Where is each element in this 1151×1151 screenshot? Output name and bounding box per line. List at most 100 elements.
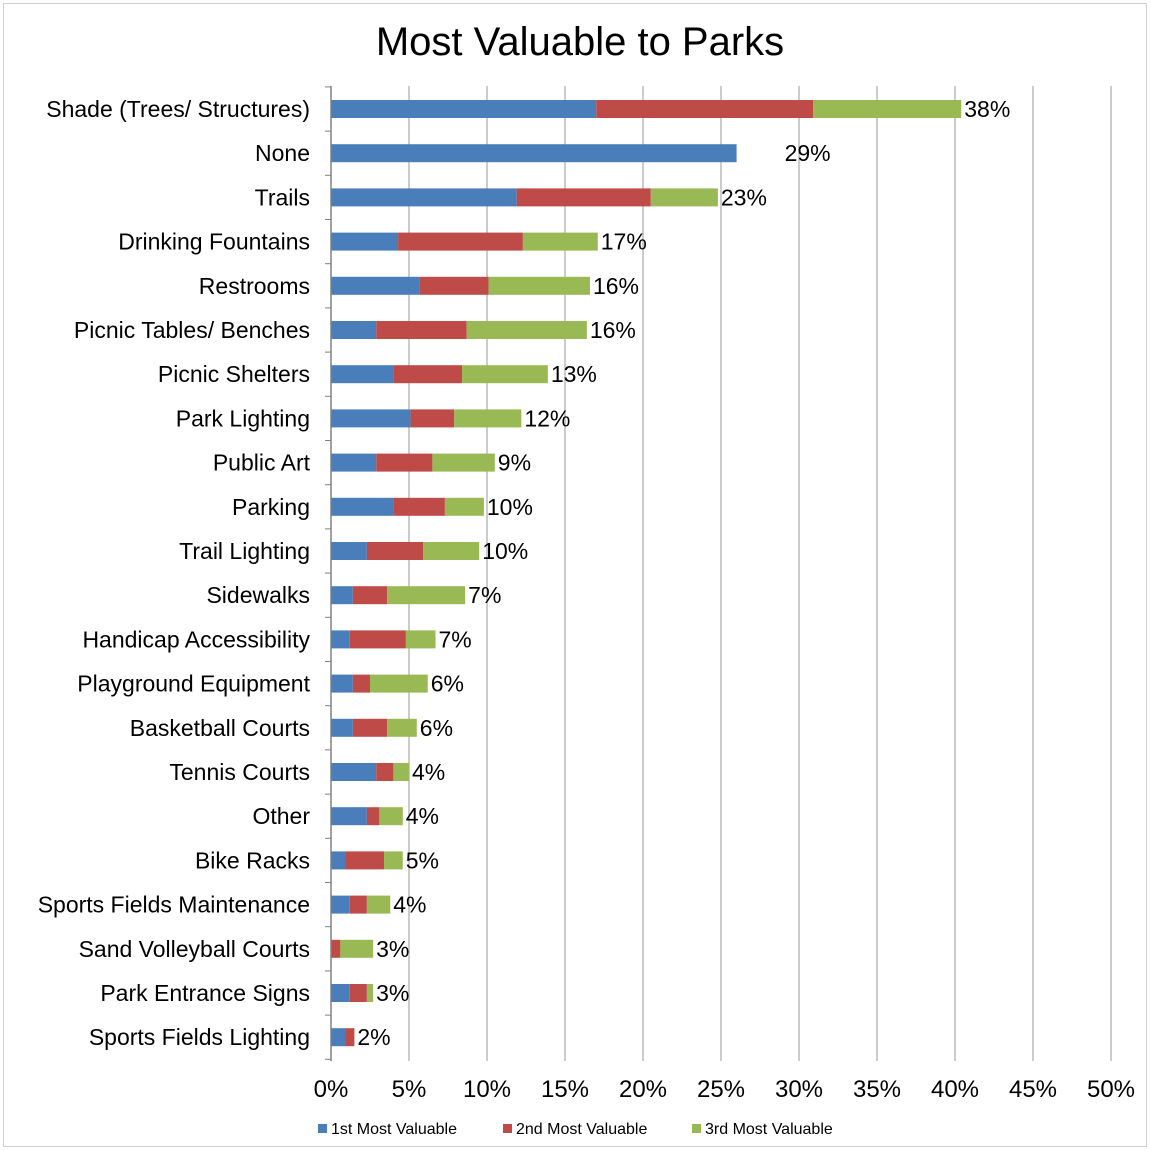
bar-segment-3 xyxy=(366,895,391,914)
bar-segment-3 xyxy=(444,497,484,516)
bar-segment-2 xyxy=(352,586,388,605)
category-label: Picnic Shelters xyxy=(158,361,310,387)
category-label: Playground Equipment xyxy=(77,671,310,697)
x-tick-label: 25% xyxy=(697,1076,745,1103)
bar-segment-1 xyxy=(331,453,377,472)
data-label: 13% xyxy=(551,361,597,387)
category-label: Park Entrance Signs xyxy=(100,980,310,1006)
bar-segment-1 xyxy=(331,1028,346,1047)
x-tick-label: 40% xyxy=(931,1076,979,1103)
data-label: 16% xyxy=(593,273,639,299)
category-label: Parking xyxy=(232,494,310,520)
bar-segment-3 xyxy=(813,100,962,118)
x-tick-label: 15% xyxy=(541,1076,589,1103)
bar-segment-1 xyxy=(331,542,367,560)
bar-segment-3 xyxy=(379,807,403,826)
data-label: 4% xyxy=(412,759,445,785)
bar-segment-2 xyxy=(596,100,814,118)
legend-label: 3rd Most Valuable xyxy=(705,1121,833,1138)
bar-segment-2 xyxy=(410,409,455,428)
bar-segment-2 xyxy=(393,497,445,516)
bar-segment-2 xyxy=(366,542,424,560)
data-label: 29% xyxy=(785,140,831,166)
category-label: Sports Fields Lighting xyxy=(89,1024,310,1050)
bar-segment-1 xyxy=(331,232,399,251)
legend-swatch xyxy=(503,1124,512,1133)
bar-segment-3 xyxy=(340,939,374,958)
data-label: 10% xyxy=(487,494,533,520)
data-label: 12% xyxy=(524,405,570,431)
category-label: Trails xyxy=(255,184,310,210)
bar-segment-3 xyxy=(370,674,428,693)
category-label: Restrooms xyxy=(199,273,310,299)
bar-segment-2 xyxy=(352,674,370,693)
data-label: 17% xyxy=(601,229,647,255)
legend-swatch xyxy=(318,1124,327,1133)
bar-segment-1 xyxy=(331,409,411,428)
bar-segment-1 xyxy=(331,586,353,605)
bars xyxy=(331,100,962,1047)
bar-segment-1 xyxy=(331,188,517,207)
category-label: Picnic Tables/ Benches xyxy=(74,317,310,343)
x-tick-label: 20% xyxy=(619,1076,667,1103)
bar-segment-3 xyxy=(393,763,409,781)
x-tick-label: 50% xyxy=(1087,1076,1135,1103)
data-label: 6% xyxy=(431,671,464,697)
bar-segment-2 xyxy=(345,1028,355,1047)
bar-segment-2 xyxy=(349,895,367,914)
bar-segment-1 xyxy=(331,144,737,163)
bar-segment-2 xyxy=(398,232,523,251)
legend-label: 1st Most Valuable xyxy=(331,1121,457,1138)
data-label: 16% xyxy=(590,317,636,343)
category-label: Sports Fields Maintenance xyxy=(38,892,310,918)
x-tick-label: 30% xyxy=(775,1076,823,1103)
bar-segment-3 xyxy=(466,321,587,339)
labels: Shade (Trees/ Structures) 38% None 29% Trail… xyxy=(38,96,1011,1050)
bar-segment-1 xyxy=(331,895,350,914)
bar-segment-3 xyxy=(462,365,548,384)
data-label: 3% xyxy=(376,980,409,1006)
category-label: None xyxy=(255,140,310,166)
bar-segment-1 xyxy=(331,984,350,1002)
chart-frame xyxy=(3,3,1147,1147)
x-tick-label: 5% xyxy=(392,1076,427,1103)
bar-segment-2 xyxy=(349,984,367,1002)
bar-segment-2 xyxy=(376,453,433,472)
category-label: Shade (Trees/ Structures) xyxy=(46,96,310,122)
data-label: 7% xyxy=(439,626,472,652)
category-label: Bike Racks xyxy=(195,847,310,873)
bar-segment-1 xyxy=(331,807,367,826)
bar-segment-2 xyxy=(393,365,463,384)
bar-segment-2 xyxy=(376,763,394,781)
bar-segment-1 xyxy=(331,321,377,339)
bar-segment-2 xyxy=(366,807,380,826)
bar-segment-2 xyxy=(352,718,388,737)
bar-segment-2 xyxy=(345,851,385,870)
bar-segment-2 xyxy=(419,276,489,295)
bar-segment-2 xyxy=(376,321,467,339)
data-label: 3% xyxy=(376,936,409,962)
bar-segment-1 xyxy=(331,365,394,384)
data-label: 5% xyxy=(406,847,439,873)
bar-segment-1 xyxy=(331,763,377,781)
x-tick-label: 45% xyxy=(1009,1076,1057,1103)
bar-segment-1 xyxy=(331,276,420,295)
chart-title: Most Valuable to Parks xyxy=(376,20,784,64)
x-tick-label: 0% xyxy=(314,1076,349,1103)
bar-segment-3 xyxy=(405,630,436,649)
bar-segment-1 xyxy=(331,718,353,737)
bar-segment-3 xyxy=(522,232,598,251)
bar-segment-2 xyxy=(331,939,341,958)
data-label: 23% xyxy=(721,184,767,210)
x-tick-label: 35% xyxy=(853,1076,901,1103)
bar-segment-3 xyxy=(650,188,718,207)
category-label: Public Art xyxy=(213,450,311,476)
category-label: Sidewalks xyxy=(206,582,310,608)
bar-segment-1 xyxy=(331,674,353,693)
category-label: Drinking Fountains xyxy=(118,229,310,255)
bar-segment-1 xyxy=(331,630,350,649)
category-label: Trail Lighting xyxy=(179,538,310,564)
category-label: Other xyxy=(252,803,310,829)
bar-segment-3 xyxy=(432,453,495,472)
data-label: 6% xyxy=(420,715,453,741)
